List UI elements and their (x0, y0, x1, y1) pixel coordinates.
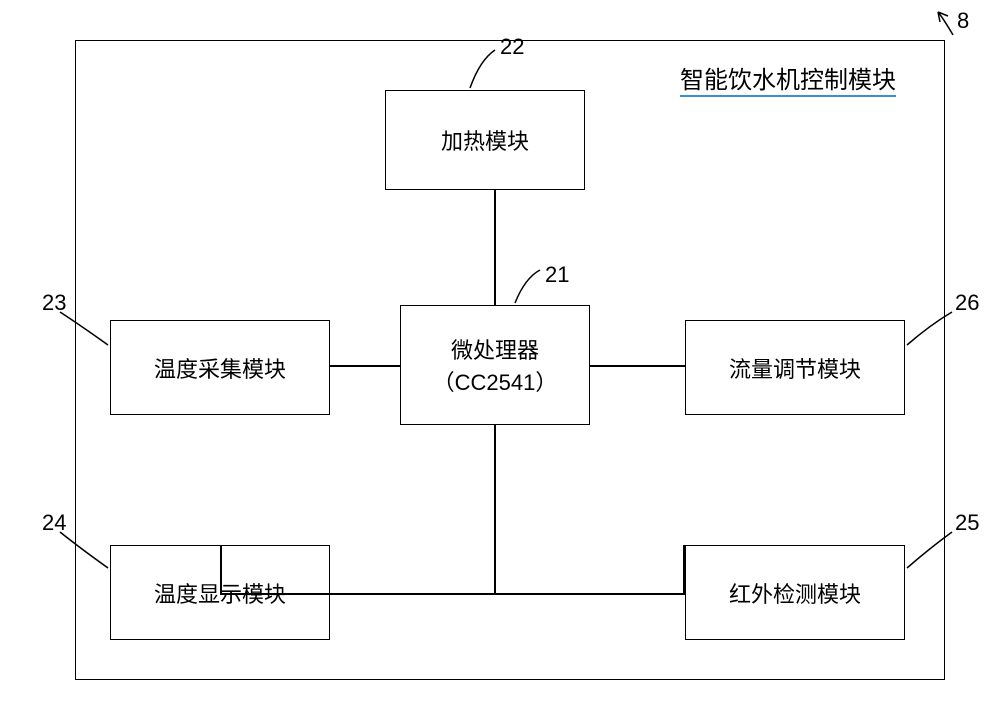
node-temp-collect: 温度采集模块 (110, 320, 330, 415)
node-mcu-line2: （CC2541） (433, 365, 558, 397)
ref-label-25: 25 (955, 510, 979, 536)
edge-mcu-down (494, 425, 496, 595)
node-mcu-line1: 微处理器 (451, 333, 539, 365)
ref-label-22: 22 (500, 34, 524, 60)
edge-hbar-tempdisplay (220, 545, 222, 595)
ref-label-24: 24 (42, 510, 66, 536)
ref-label-23: 23 (42, 290, 66, 316)
edge-hbar (220, 593, 685, 595)
module-title: 智能饮水机控制模块 (680, 60, 896, 97)
edge-heating-mcu (494, 190, 496, 305)
node-heating-label: 加热模块 (441, 124, 529, 156)
ref-label-21: 21 (545, 262, 569, 288)
node-ir-label: 红外检测模块 (729, 577, 861, 609)
node-heating: 加热模块 (385, 90, 585, 190)
node-ir: 红外检测模块 (685, 545, 905, 640)
leader-8 (938, 12, 953, 35)
node-flow: 流量调节模块 (685, 320, 905, 415)
node-temp-collect-label: 温度采集模块 (154, 352, 286, 384)
edge-tempcollect-mcu (330, 365, 400, 367)
node-mcu: 微处理器 （CC2541） (400, 305, 590, 425)
edge-hbar-ir (683, 545, 685, 595)
node-flow-label: 流量调节模块 (729, 352, 861, 384)
ref-label-8: 8 (957, 8, 969, 34)
edge-flow-mcu (590, 365, 685, 367)
diagram-canvas: 智能饮水机控制模块 8 加热模块 22 微处理器 （CC2541） 21 温度采… (0, 0, 1000, 720)
ref-label-26: 26 (955, 290, 979, 316)
